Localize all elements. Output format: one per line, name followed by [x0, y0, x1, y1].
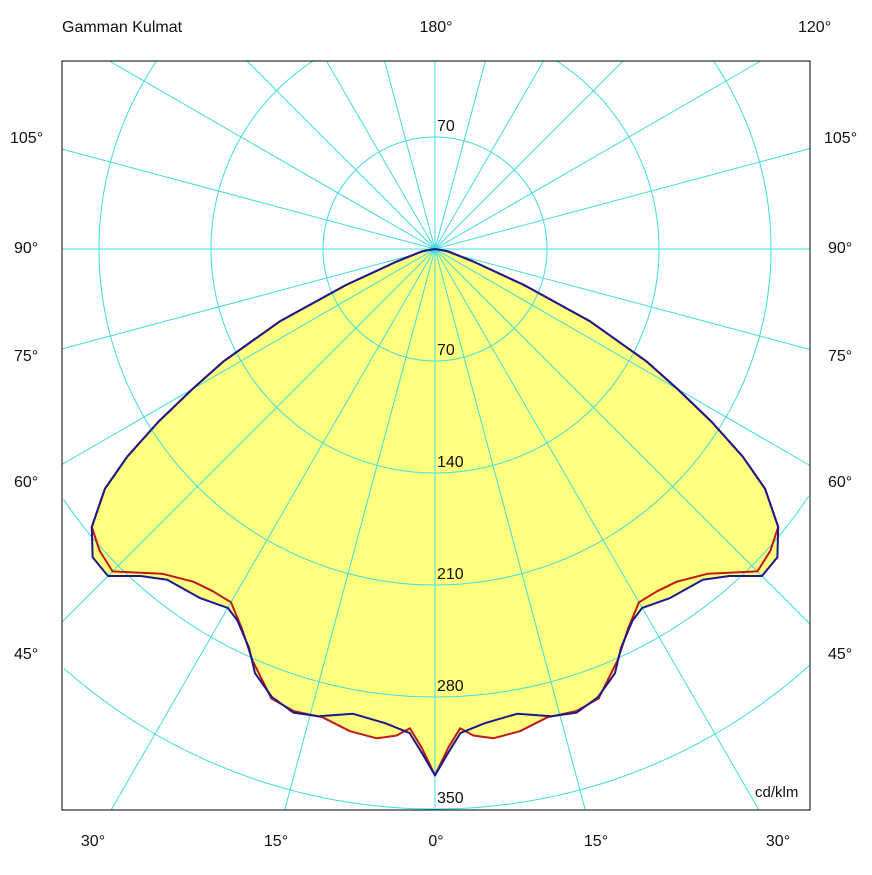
grid-spoke: [284, 60, 486, 811]
ring-label: 70: [437, 342, 455, 359]
grid-spoke: [61, 60, 624, 623]
left-angle-label: 45°: [14, 646, 39, 663]
left-angle-label: 90°: [14, 240, 39, 257]
right-angle-label: 105°: [824, 130, 858, 147]
top-angle-label: 180°: [419, 19, 453, 36]
unit-label: cd/klm: [755, 784, 799, 801]
right-angle-label: 90°: [828, 240, 853, 257]
ring-label: 70: [437, 118, 455, 135]
plot-frame: [61, 60, 811, 811]
right-angle-label: 75°: [828, 348, 853, 365]
ring-label: 280: [437, 678, 464, 695]
intensity-curve: [90, 248, 780, 777]
ring-label: 140: [437, 454, 464, 471]
right-angle-label: 45°: [828, 646, 853, 663]
grid-spoke: [61, 60, 761, 465]
left-angle-label: 105°: [10, 130, 44, 147]
grid-circle: [63, 496, 810, 698]
grid-spoke: [246, 60, 811, 625]
ring-label: 350: [437, 790, 464, 807]
grid-spoke: [384, 60, 586, 811]
bottom-angle-label: 15°: [583, 833, 609, 850]
grid-spoke: [326, 60, 760, 811]
top-right-angle-label: 120°: [798, 19, 832, 36]
right-angle-label: 60°: [828, 474, 853, 491]
bottom-angle-label: 0°: [428, 833, 444, 850]
ring-label: 210: [437, 566, 464, 583]
chart-title: Gamman Kulmat: [62, 19, 183, 36]
bottom-angle-label: 30°: [80, 833, 106, 850]
bottom-angle-label: 15°: [263, 833, 289, 850]
grid-spoke: [110, 60, 544, 811]
bottom-angle-label: 30°: [765, 833, 791, 850]
left-angle-label: 60°: [14, 474, 39, 491]
grid-circle: [210, 60, 660, 474]
grid-spoke: [109, 60, 811, 466]
grid-circle: [98, 60, 772, 586]
grid-circle: [63, 664, 811, 810]
left-angle-label: 75°: [14, 348, 39, 365]
